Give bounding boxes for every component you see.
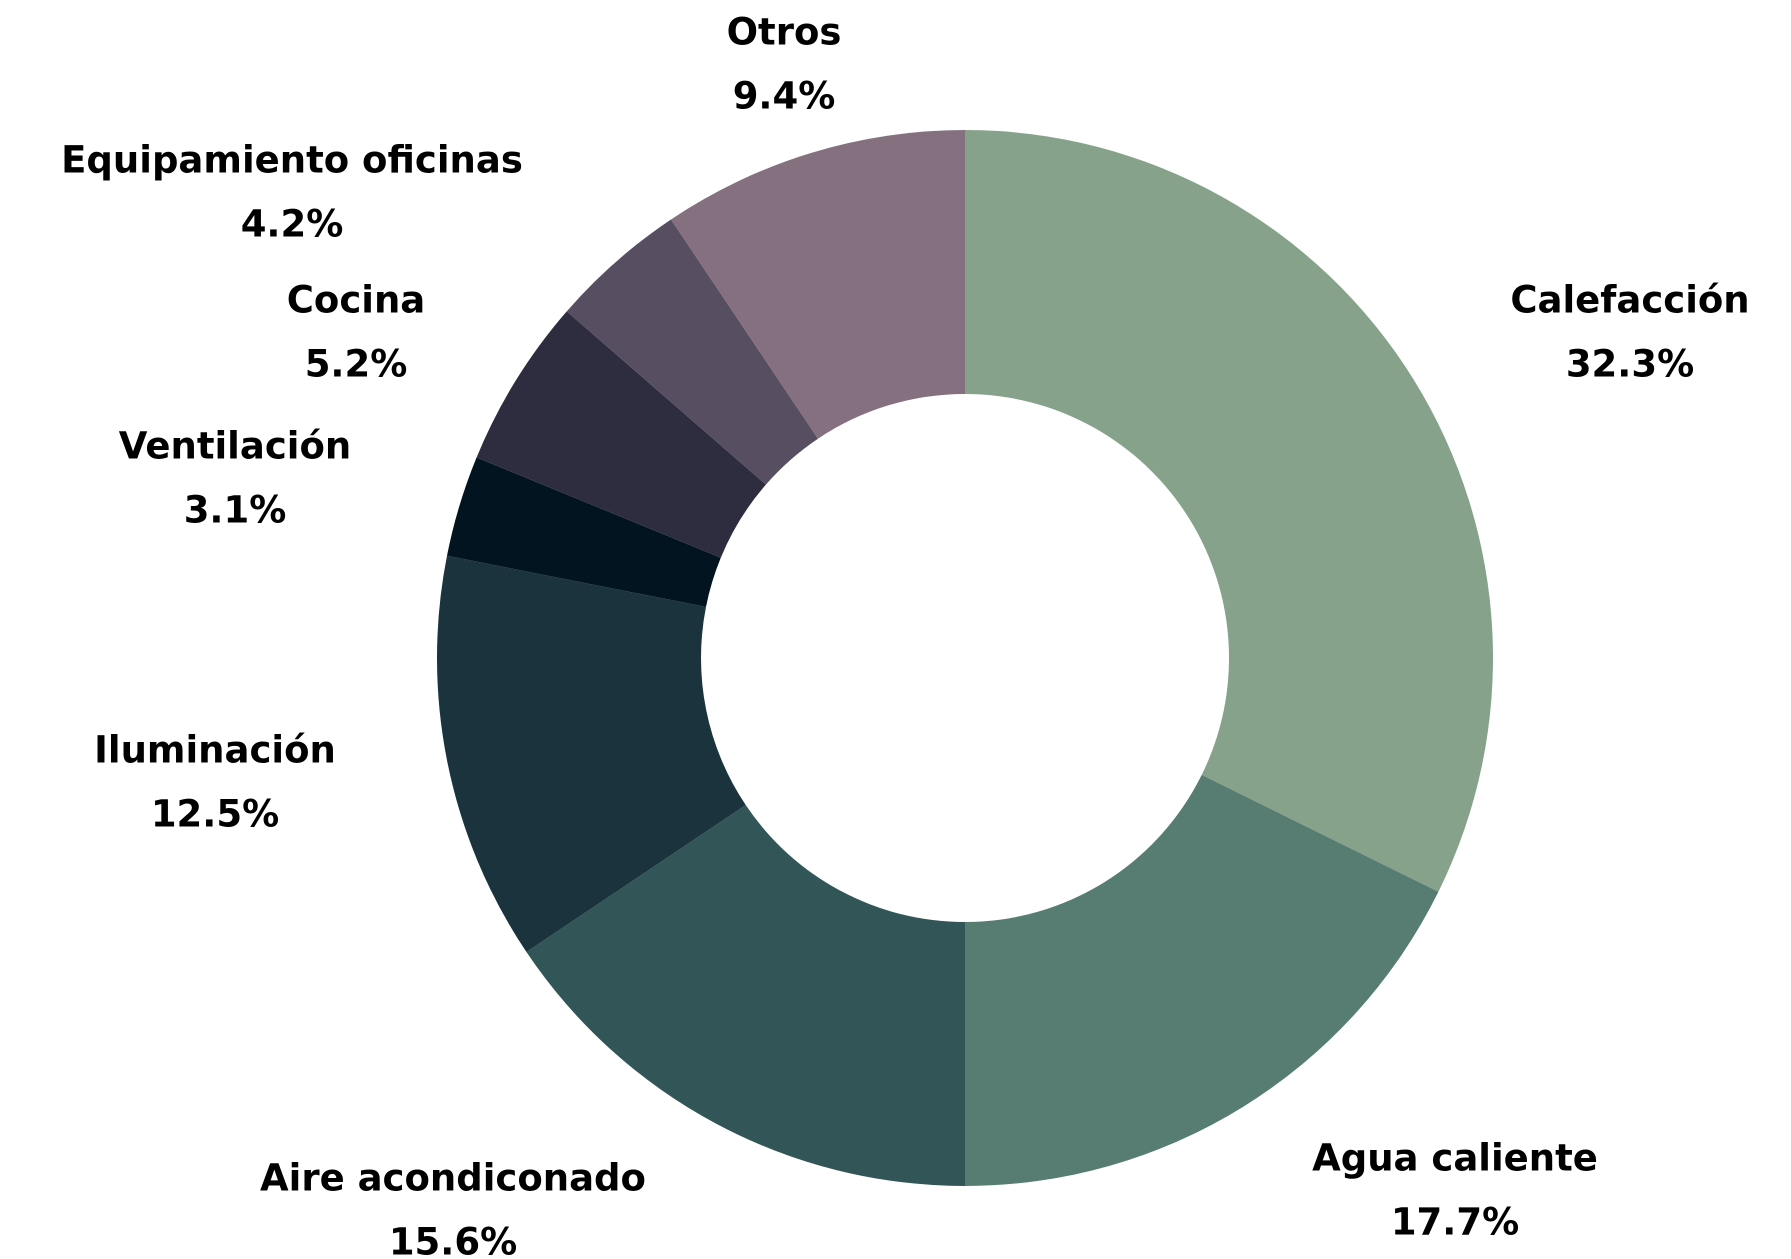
slice-value-label: 17.7%	[1391, 1201, 1519, 1244]
slice-label: Otros	[727, 11, 842, 54]
donut-slice	[566, 219, 818, 485]
slice-value-label: 12.5%	[151, 793, 279, 836]
slice-label: Aire acondiconado	[260, 1157, 646, 1200]
slice-value-label: 9.4%	[733, 75, 836, 118]
slice-label: Equipamiento oficinas	[61, 139, 523, 182]
slice-value-label: 3.1%	[184, 489, 287, 532]
donut-slice	[526, 805, 965, 1186]
slice-label: Ventilación	[119, 425, 351, 468]
slice-label: Iluminación	[94, 729, 336, 772]
slice-label: Cocina	[287, 279, 426, 322]
slice-value-label: 5.2%	[305, 343, 408, 386]
donut-slice	[437, 555, 746, 953]
slice-label: Agua caliente	[1312, 1137, 1598, 1180]
donut-slice	[670, 130, 965, 439]
donut-slice	[965, 130, 1494, 892]
donut-slice	[476, 311, 766, 558]
slice-value-label: 15.6%	[389, 1221, 517, 1259]
donut-slice	[446, 457, 721, 607]
slice-value-label: 32.3%	[1566, 343, 1694, 386]
slice-value-label: 4.2%	[241, 203, 344, 246]
slice-label: Calefacción	[1510, 279, 1749, 322]
donut-slice	[965, 774, 1439, 1186]
